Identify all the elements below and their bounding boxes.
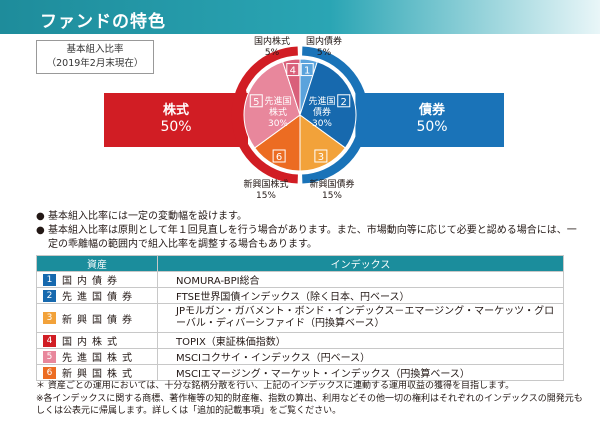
- basis-date: （2019年2月末現在）: [46, 58, 144, 69]
- note-text: 基本組入比率は原則として年１回見直しを行う場合があります。また、市場動向等に応じ…: [48, 225, 577, 250]
- slice-number: 6: [276, 152, 282, 163]
- table-header-asset: 資産: [36, 255, 158, 272]
- table-header-index: インデックス: [157, 255, 564, 272]
- table-row: 2 先進国債券 FTSE世界国債インデックス（除く日本、円ベース）: [36, 287, 564, 304]
- asset-number-badge: 4: [43, 334, 56, 347]
- slice-number: 3: [318, 152, 324, 163]
- asset-cell: 2 先進国債券: [36, 287, 158, 304]
- basis-box: 基本組入比率 （2019年2月末現在）: [36, 40, 154, 74]
- index-cell: JPモルガン・ガバメント・ボンド・インデックス－エマージング・マーケッツ・グロー…: [157, 303, 564, 333]
- index-table: 資産 インデックス 1 国内債券 NOMURA-BPI総合 2 先進国債券 FTSE世界国…: [36, 255, 564, 381]
- index-cell: NOMURA-BPI総合: [157, 271, 564, 288]
- equity-total-label: 株式: [162, 103, 189, 118]
- slice-number-badge-bg: [272, 149, 286, 163]
- asset-cell: 3 新興国債券: [36, 303, 158, 333]
- bond-total-box: 債券 50%: [360, 93, 504, 147]
- asset-name: 新興国株式: [62, 369, 137, 380]
- pie-slice: [299, 114, 347, 172]
- slice-number-badge-bg: [286, 63, 300, 77]
- asset-name: 新興国債券: [62, 314, 137, 326]
- note-text: 基本組入比率には一定の変動幅を設けます。: [48, 211, 247, 222]
- pie-slice: [299, 61, 357, 149]
- asset-number-badge: 6: [43, 366, 56, 379]
- asset-number-badge: 3: [43, 312, 56, 324]
- slice-number-badge-bg: [314, 149, 328, 163]
- table-row: 5 先進国株式 MSCIコクサイ・インデックス（円ベース）: [36, 348, 564, 365]
- equity-total-box: 株式 50%: [104, 93, 248, 147]
- table-header-row: 資産 インデックス: [36, 255, 564, 272]
- asset-number-badge: 5: [43, 350, 56, 363]
- slice-number-badge-bg: [249, 94, 263, 108]
- asset-number-badge: 2: [43, 289, 56, 302]
- asset-name: 先進国株式: [62, 353, 137, 364]
- equity-total-pct: 50%: [160, 119, 192, 135]
- notes: ● 基本組入比率には一定の変動幅を設けます。 ● 基本組入比率は原則として年１回見直…: [36, 210, 580, 252]
- index-cell: TOPIX（東証株価指数）: [157, 332, 564, 349]
- outer-label-emerging-bond: 新興国債券 15%: [309, 178, 354, 201]
- table-row: 3 新興国債券 JPモルガン・ガバメント・ボンド・インデックス－エマージング・マーケ…: [36, 303, 564, 333]
- pie-slice: [253, 114, 301, 172]
- bond-total-pct: 50%: [416, 119, 448, 135]
- footnotes: ＊ 資産ごとの運用においては、十分な銘柄分散を行い、上記のインデックスに連動する…: [36, 380, 588, 418]
- basis-title: 基本組入比率: [66, 44, 124, 55]
- asset-name: 国内株式: [62, 337, 122, 348]
- slice-number-badge-bg: [300, 63, 314, 77]
- table-row: 1 国内債券 NOMURA-BPI総合: [36, 271, 564, 288]
- footnote: ＊ 資産ごとの運用においては、十分な銘柄分散を行い、上記のインデックスに連動する…: [36, 381, 515, 391]
- inner-label-bond: 先進国債券 30%: [308, 95, 335, 129]
- slice-number-badge-bg: [337, 94, 351, 108]
- note-item: ● 基本組入比率には一定の変動幅を設けます。: [36, 211, 247, 222]
- asset-name: 先進国債券: [62, 292, 137, 303]
- allocation-pie-chart: 1 2 3 6 5 4 先進国債券 30% 先進国株式 30% 国内債券 5% 国内株式 5% 新興国株式 1…: [231, 35, 369, 201]
- outer-label-domestic-equity: 国内株式 5%: [254, 35, 290, 58]
- table-row: 4 国内株式 TOPIX（東証株価指数）: [36, 332, 564, 349]
- bond-connector: [355, 83, 360, 147]
- outer-label-domestic-bond: 国内債券 5%: [306, 35, 342, 58]
- pie-slice: [243, 61, 301, 149]
- note-item: ● 基本組入比率は原則として年１回見直しを行う場合があります。また、市場動向等に応…: [36, 224, 580, 252]
- slice-number: 1: [304, 66, 310, 77]
- outer-label-emerging-equity: 新興国株式 15%: [243, 178, 288, 201]
- index-cell: MSCIコクサイ・インデックス（円ベース）: [157, 348, 564, 365]
- section-title: ファンドの特色: [40, 12, 166, 32]
- slice-number: 4: [290, 66, 296, 77]
- bond-ring-arc: [302, 46, 369, 184]
- asset-cell: 5 先進国株式: [36, 348, 158, 365]
- slice-number: 2: [341, 97, 347, 108]
- index-cell: FTSE世界国債インデックス（除く日本、円ベース）: [157, 287, 564, 304]
- asset-number-badge: 1: [43, 273, 56, 286]
- bond-total-label: 債券: [418, 103, 445, 118]
- asset-cell: 6 新興国株式: [36, 364, 158, 381]
- equity-ring-arc: [231, 46, 298, 184]
- asset-cell: 1 国内債券: [36, 271, 158, 288]
- footnote: ※各インデックスに関する商標、著作権等の知的財産権、指数の算出、利用などその他一…: [36, 393, 583, 417]
- section-header-bar: ファンドの特色: [0, 0, 600, 34]
- table-row: 6 新興国株式 MSCIエマージング・マーケット・インデックス（円換算ベース）: [36, 364, 564, 381]
- inner-label-equity: 先進国株式 30%: [264, 95, 291, 129]
- slice-number: 5: [253, 97, 259, 108]
- asset-cell: 4 国内株式: [36, 332, 158, 349]
- index-cell: MSCIエマージング・マーケット・インデックス（円換算ベース）: [157, 364, 564, 381]
- asset-name: 国内債券: [62, 276, 122, 287]
